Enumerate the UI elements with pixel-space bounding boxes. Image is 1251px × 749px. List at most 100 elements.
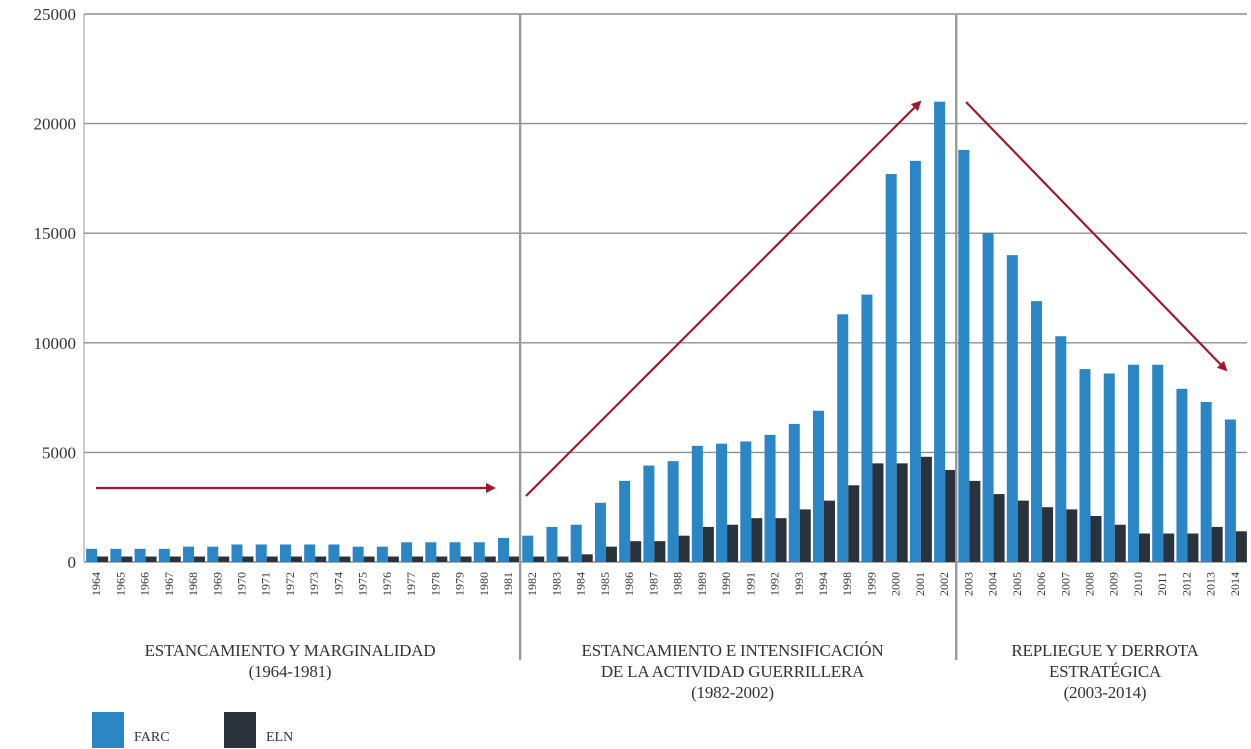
x-tick-label: 1983 [549, 572, 563, 596]
x-tick-label: 2005 [1010, 572, 1024, 596]
bar-farc-2011 [1152, 364, 1164, 562]
x-tick-label: 1974 [331, 572, 345, 596]
bar-eln-1970 [242, 556, 254, 562]
x-tick-label: 2006 [1034, 572, 1048, 596]
bar-eln-1977 [412, 556, 424, 562]
bar-farc-1999 [861, 294, 873, 562]
bar-farc-1984 [570, 524, 582, 562]
bar-eln-1975 [363, 556, 375, 562]
bar-farc-2006 [1031, 301, 1043, 562]
x-tick-label: 1989 [695, 572, 709, 596]
bar-eln-2005 [1017, 500, 1029, 562]
bars [86, 101, 1247, 563]
legend-label-eln: ELN [266, 730, 294, 745]
bar-eln-1988 [678, 535, 690, 562]
bar-farc-2000 [885, 174, 897, 563]
bar-eln-1965 [121, 556, 133, 562]
bar-eln-1979 [460, 556, 472, 562]
x-tick-label: 1966 [138, 572, 152, 596]
bar-eln-2013 [1211, 526, 1223, 562]
bar-farc-1987 [643, 465, 655, 562]
bar-eln-2008 [1090, 515, 1102, 562]
bar-farc-1965 [110, 548, 122, 562]
bar-eln-1983 [557, 556, 569, 562]
bar-farc-1998 [837, 314, 849, 562]
bar-farc-1972 [279, 544, 291, 562]
bar-farc-1976 [376, 546, 388, 562]
bar-eln-1994 [823, 500, 835, 562]
bar-eln-1972 [290, 556, 302, 562]
bar-eln-1966 [145, 556, 157, 562]
x-tick-label: 1981 [501, 572, 515, 596]
bar-eln-1980 [484, 556, 496, 562]
bar-farc-1990 [716, 443, 728, 562]
bar-farc-1980 [473, 542, 485, 562]
x-tick-label: 1998 [840, 572, 854, 596]
x-tick-label: 1988 [671, 572, 685, 596]
legend-swatch-eln [224, 712, 256, 748]
bar-eln-1992 [775, 518, 787, 562]
bar-eln-1984 [581, 554, 593, 562]
trend-arrow [525, 100, 922, 497]
x-tick-label: 1976 [380, 572, 394, 596]
legend-farc: FARC [92, 712, 170, 748]
bar-eln-1971 [266, 556, 278, 562]
x-tick-label: 1999 [864, 572, 878, 596]
x-tick-label: 1964 [89, 572, 103, 596]
bar-eln-1967 [169, 556, 181, 562]
bar-eln-2003 [969, 480, 981, 562]
x-tick-label: 2010 [1131, 572, 1145, 596]
x-tick-label: 1977 [404, 572, 418, 596]
y-tick-label: 10000 [34, 334, 77, 353]
x-tick-label: 1965 [113, 572, 127, 596]
x-tick-label: 1978 [428, 572, 442, 596]
x-tick-label: 1980 [477, 572, 491, 596]
bar-eln-2004 [993, 494, 1005, 562]
x-tick-label: 1973 [307, 572, 321, 596]
bar-farc-2007 [1055, 336, 1067, 562]
bar-eln-1993 [799, 509, 811, 562]
bar-eln-1985 [605, 546, 617, 562]
bar-farc-1975 [352, 546, 364, 562]
x-tick-label: 2002 [937, 572, 951, 596]
bar-farc-1969 [207, 546, 219, 562]
bar-farc-1968 [183, 546, 195, 562]
x-tick-label: 2011 [1155, 572, 1169, 596]
bar-eln-2002 [945, 469, 957, 562]
y-tick-label: 25000 [34, 5, 77, 24]
bar-farc-1989 [691, 445, 703, 562]
bar-eln-1969 [218, 556, 230, 562]
bar-farc-1964 [86, 548, 98, 562]
x-tick-label: 1990 [719, 572, 733, 596]
y-tick-label: 5000 [42, 443, 76, 462]
y-axis: 0 5000 10000 15000 20000 25000 [34, 5, 85, 572]
bar-farc-1978 [425, 542, 437, 562]
bar-farc-1979 [449, 542, 461, 562]
bar-eln-1989 [702, 526, 714, 562]
bar-eln-1978 [436, 556, 448, 562]
bar-farc-2009 [1103, 373, 1115, 562]
x-tick-label: 1985 [598, 572, 612, 596]
bar-eln-2001 [920, 456, 932, 562]
bar-farc-1981 [498, 537, 510, 562]
x-tick-label: 2009 [1107, 572, 1121, 596]
trend-arrows [96, 100, 1228, 497]
x-tick-label: 1968 [186, 572, 200, 596]
bar-farc-1970 [231, 544, 243, 562]
x-tick-label: 1979 [453, 572, 467, 596]
bar-farc-2004 [982, 233, 994, 562]
x-tick-label: 2013 [1204, 572, 1218, 596]
x-tick-label: 2007 [1058, 572, 1072, 596]
legend-swatch-farc [92, 712, 124, 748]
bar-farc-1982 [522, 535, 534, 562]
bar-eln-1976 [387, 556, 399, 562]
x-tick-label: 1970 [234, 572, 248, 596]
x-tick-label: 1972 [283, 572, 297, 596]
bar-farc-2008 [1079, 369, 1091, 562]
bar-eln-1987 [654, 541, 666, 562]
x-tick-label: 2004 [986, 572, 1000, 596]
x-tick-label: 1991 [743, 572, 757, 596]
bar-farc-1983 [546, 526, 558, 562]
x-tick-label: 2000 [889, 572, 903, 596]
